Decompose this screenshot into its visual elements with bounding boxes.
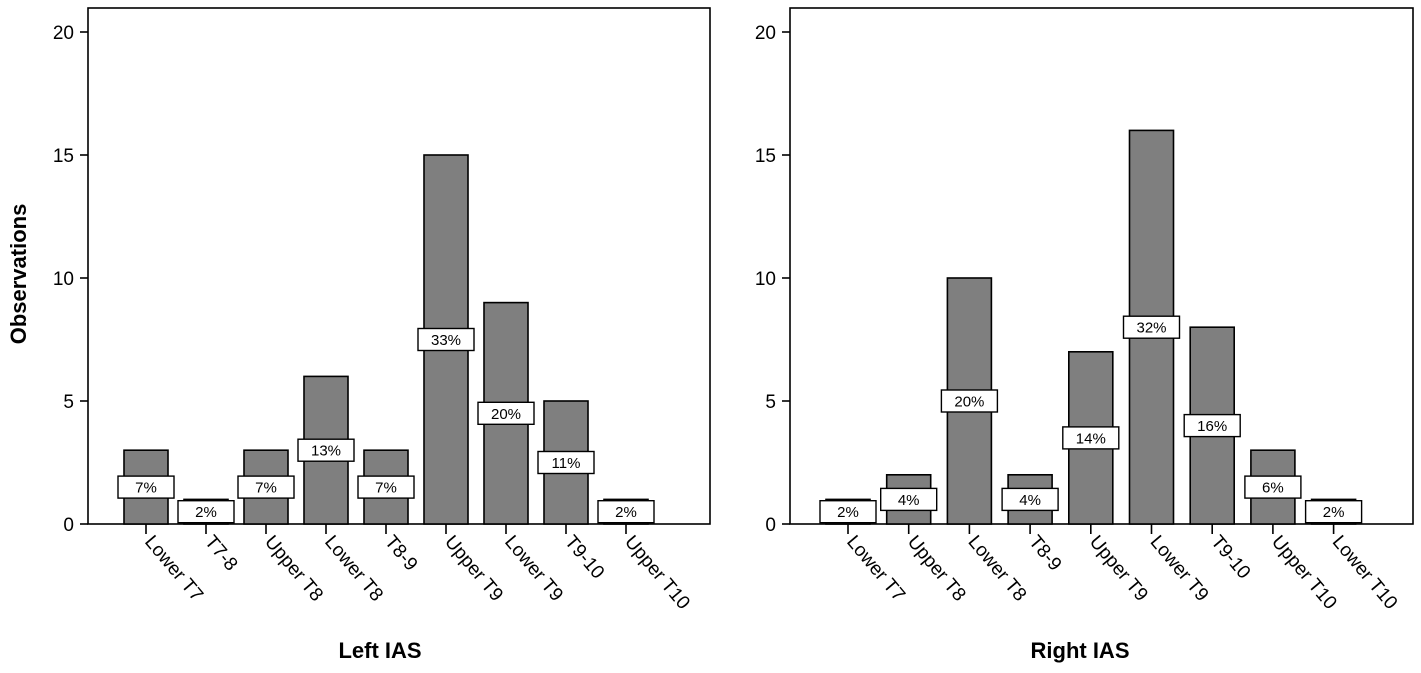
right-percent-label-box	[1304, 500, 1363, 524]
left-percent-label: 11%	[552, 455, 581, 472]
left-percent-label-box	[177, 500, 235, 524]
right-percent-label-box	[1183, 413, 1241, 438]
left-category-label: Upper T9	[440, 532, 507, 606]
right-percent-label-box	[1122, 315, 1181, 339]
right-y-tick-label: 0	[765, 515, 776, 536]
left-x-axis-title: Left IAS	[338, 638, 421, 663]
left-percent-label: 20%	[491, 406, 521, 423]
left-y-axis-title: Observations	[6, 204, 31, 345]
right-percent-label-box	[940, 389, 999, 413]
left-percent-label: 7%	[255, 480, 277, 497]
right-category-label: Upper T8	[903, 532, 970, 606]
right-x-axis-title: Right IAS	[1031, 638, 1130, 663]
left-y-tick-label: 20	[53, 23, 74, 44]
right-category-label: T9-10	[1206, 532, 1254, 584]
right-category-label: Upper T9	[1085, 532, 1152, 606]
left-percent-label-box	[477, 401, 535, 425]
right-percent-label: 2%	[1323, 504, 1345, 521]
left-percent-label: 7%	[135, 480, 157, 497]
left-percent-label-box	[597, 500, 655, 524]
right-ias-panel: 0 5 10 15 20 2% Lower T7 4% Upper T8 20% Lower T8 4…	[755, 7, 1414, 663]
left-category-label: T9-10	[560, 532, 608, 584]
left-ias-panel: 0 5 10 15 20 7% Lower T7 2% T7-8 7% Upper T8 13% Low…	[6, 7, 711, 663]
right-y-tick-label: 15	[755, 146, 776, 167]
right-percent-label: 4%	[1019, 492, 1041, 509]
right-percent-label-box	[1244, 475, 1302, 499]
right-category-label: Lower T9	[1146, 532, 1213, 606]
left-y-tick-label: 10	[53, 269, 74, 290]
left-category-label: Upper T8	[260, 532, 327, 606]
right-percent-label-box	[1062, 426, 1120, 450]
left-percent-label: 13%	[311, 443, 341, 460]
right-percent-label-box	[1001, 487, 1059, 512]
left-category-label: T7-8	[200, 532, 241, 575]
right-y-tick-label: 10	[755, 269, 776, 290]
right-percent-label: 4%	[898, 492, 920, 509]
left-percent-label-box	[297, 438, 355, 462]
left-category-label: Lower T8	[320, 532, 387, 606]
left-y-tick-label: 5	[63, 392, 74, 413]
right-y-tick-label: 20	[755, 23, 776, 44]
left-category-label: Lower T7	[140, 532, 207, 606]
left-category-label: T8-9	[380, 532, 421, 575]
left-percent-label-box	[417, 327, 475, 352]
right-percent-label: 2%	[837, 504, 859, 521]
left-percent-label: 2%	[615, 504, 637, 521]
right-percent-label: 16%	[1197, 418, 1227, 435]
left-percent-label-box	[537, 450, 595, 475]
left-y-tick-label: 15	[53, 146, 74, 167]
left-percent-label: 2%	[195, 504, 217, 521]
right-category-label: Lower T8	[964, 532, 1031, 606]
right-category-label: T8-9	[1024, 532, 1065, 575]
left-category-label: Upper T10	[620, 532, 694, 614]
left-percent-label: 33%	[431, 332, 461, 349]
right-percent-label: 6%	[1262, 480, 1284, 497]
left-y-tick-label: 0	[63, 515, 74, 536]
left-percent-label-box	[117, 475, 175, 499]
left-plot-frame	[87, 7, 711, 525]
right-percent-label: 14%	[1076, 430, 1106, 447]
right-percent-label: 32%	[1136, 320, 1166, 337]
right-percent-label-box	[880, 487, 938, 512]
left-percent-label-box	[357, 475, 415, 499]
left-category-label: Lower T9	[500, 532, 567, 606]
left-percent-label: 7%	[375, 480, 397, 497]
right-percent-label: 20%	[954, 394, 984, 411]
right-y-tick-label: 5	[765, 392, 776, 413]
left-percent-label-box	[237, 475, 295, 499]
right-percent-label-box	[819, 500, 877, 524]
right-category-label: Lower T7	[842, 532, 909, 606]
